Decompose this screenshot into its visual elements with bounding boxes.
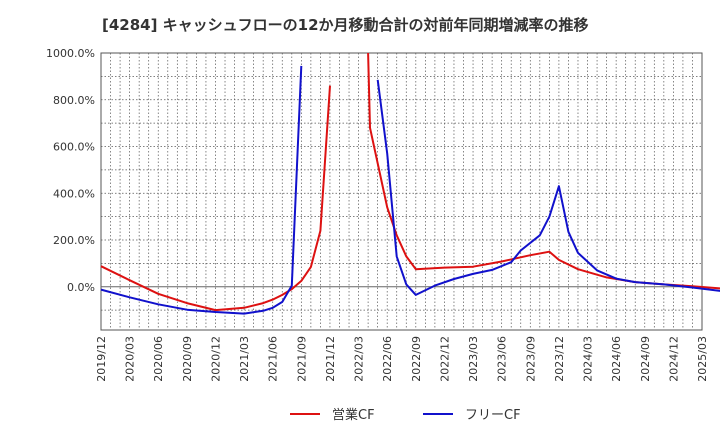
series-line-free-cf (100, 65, 303, 315)
x-tick-label: 2024/03 (582, 336, 595, 382)
x-tick-label: 2020/12 (209, 336, 222, 382)
x-tick-label: 2021/06 (267, 336, 280, 382)
x-tick-label: 2019/12 (95, 336, 108, 382)
legend-label: 営業CF (332, 407, 375, 423)
grid-lines (101, 53, 702, 330)
series-line-operating-cf (100, 85, 331, 312)
x-tick-label: 2024/06 (610, 336, 623, 382)
plot-frame (100, 52, 703, 331)
legend-label: フリーCF (465, 408, 521, 423)
x-tick-label: 2021/12 (324, 336, 337, 382)
plot-area (100, 52, 703, 331)
x-tick-label: 2024/09 (639, 336, 652, 382)
chart-title: [4284] キャッシュフローの12か月移動合計の対前年同期増減率の推移 (102, 16, 589, 34)
x-tick-label: 2024/12 (667, 336, 680, 382)
legend: 営業CF フリーCF (290, 407, 521, 423)
y-axis: 0.0% 200.0% 400.0% 600.0% 800.0% 1000.0% (46, 47, 95, 294)
x-tick-label: 2022/06 (381, 336, 394, 382)
x-tick-label: 2023/12 (553, 336, 566, 382)
x-tick-label: 2020/06 (152, 336, 165, 382)
x-tick-label: 2023/03 (467, 336, 480, 382)
x-tick-label: 2022/12 (438, 336, 451, 382)
x-tick-label: 2023/06 (496, 336, 509, 382)
x-tick-label: 2020/03 (124, 336, 137, 382)
y-tick-label: 1000.0% (46, 47, 95, 60)
x-tick-label: 2020/09 (181, 336, 194, 382)
y-tick-label: 600.0% (53, 141, 95, 154)
series-line-free-cf (376, 79, 720, 296)
y-tick-label: 400.0% (53, 187, 95, 200)
x-tick-label: 2022/09 (410, 336, 423, 382)
y-tick-label: 0.0% (67, 281, 95, 294)
series-line-operating-cf (367, 52, 720, 290)
x-axis: 2019/12 2020/03 2020/06 2020/09 2020/12 2021/… (95, 336, 709, 382)
y-tick-label: 800.0% (53, 94, 95, 107)
series-lines (100, 52, 720, 315)
x-tick-label: 2021/03 (238, 336, 251, 382)
x-tick-label: 2023/09 (524, 336, 537, 382)
x-tick-label: 2022/03 (353, 336, 366, 382)
x-tick-label: 2025/03 (696, 336, 709, 382)
x-tick-label: 2021/09 (295, 336, 308, 382)
y-tick-label: 200.0% (53, 234, 95, 247)
